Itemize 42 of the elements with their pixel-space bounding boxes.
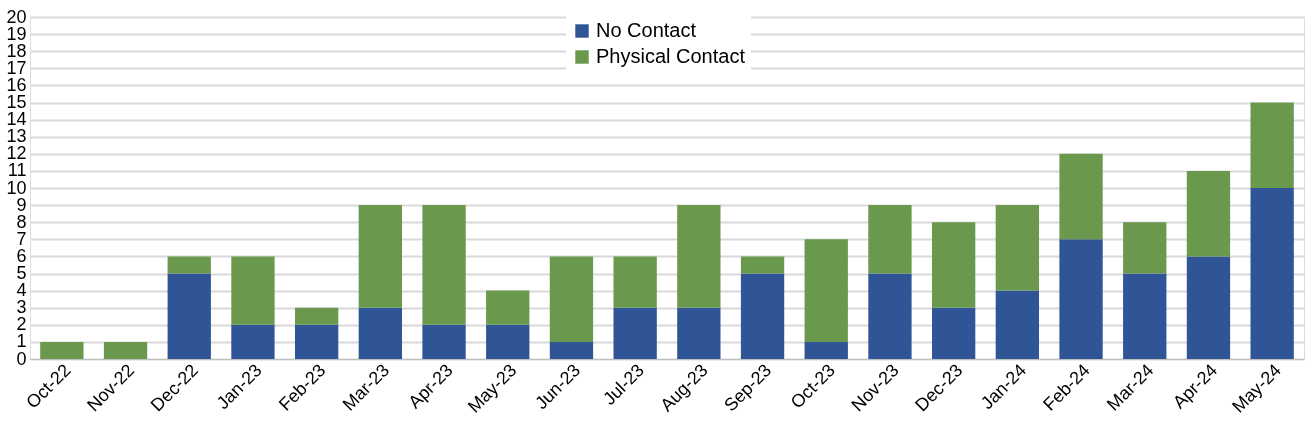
- bar: [358, 307, 403, 359]
- bar: [167, 273, 211, 359]
- bar: [40, 341, 84, 359]
- bar: [677, 307, 721, 359]
- bar: [231, 324, 275, 359]
- bar: [804, 239, 848, 342]
- legend-label: Physical Contact: [596, 45, 746, 67]
- bar: [613, 307, 657, 359]
- bar: [931, 307, 976, 359]
- bar: [1250, 188, 1294, 359]
- bar: [931, 222, 976, 308]
- bar: [995, 205, 1040, 291]
- y-tick-label: 15: [6, 92, 27, 112]
- bar: [486, 324, 530, 359]
- legend-label: No Contact: [596, 19, 697, 41]
- bar: [1059, 239, 1103, 359]
- bar: [868, 273, 912, 359]
- bar: [740, 273, 785, 359]
- bar: [103, 341, 148, 359]
- bar: [549, 256, 594, 342]
- bar: [422, 205, 466, 325]
- bar: [1186, 256, 1231, 359]
- bar: [167, 256, 211, 274]
- bar: [231, 256, 275, 325]
- bar: [358, 205, 403, 308]
- bar: [549, 341, 594, 359]
- bar: [677, 205, 721, 308]
- bar: [613, 256, 657, 308]
- bar: [868, 205, 912, 274]
- bar: [1250, 102, 1294, 188]
- bar: [294, 324, 339, 359]
- y-tick-label: 5: [16, 263, 27, 283]
- bar: [294, 307, 339, 325]
- bar: [486, 290, 530, 325]
- bar: [1123, 273, 1167, 359]
- bar: [1059, 153, 1103, 240]
- bar: [1186, 170, 1231, 257]
- bar: [804, 341, 848, 359]
- bar: [995, 290, 1040, 359]
- bar: [422, 324, 466, 359]
- bar: [1123, 222, 1167, 274]
- bar: [740, 256, 785, 274]
